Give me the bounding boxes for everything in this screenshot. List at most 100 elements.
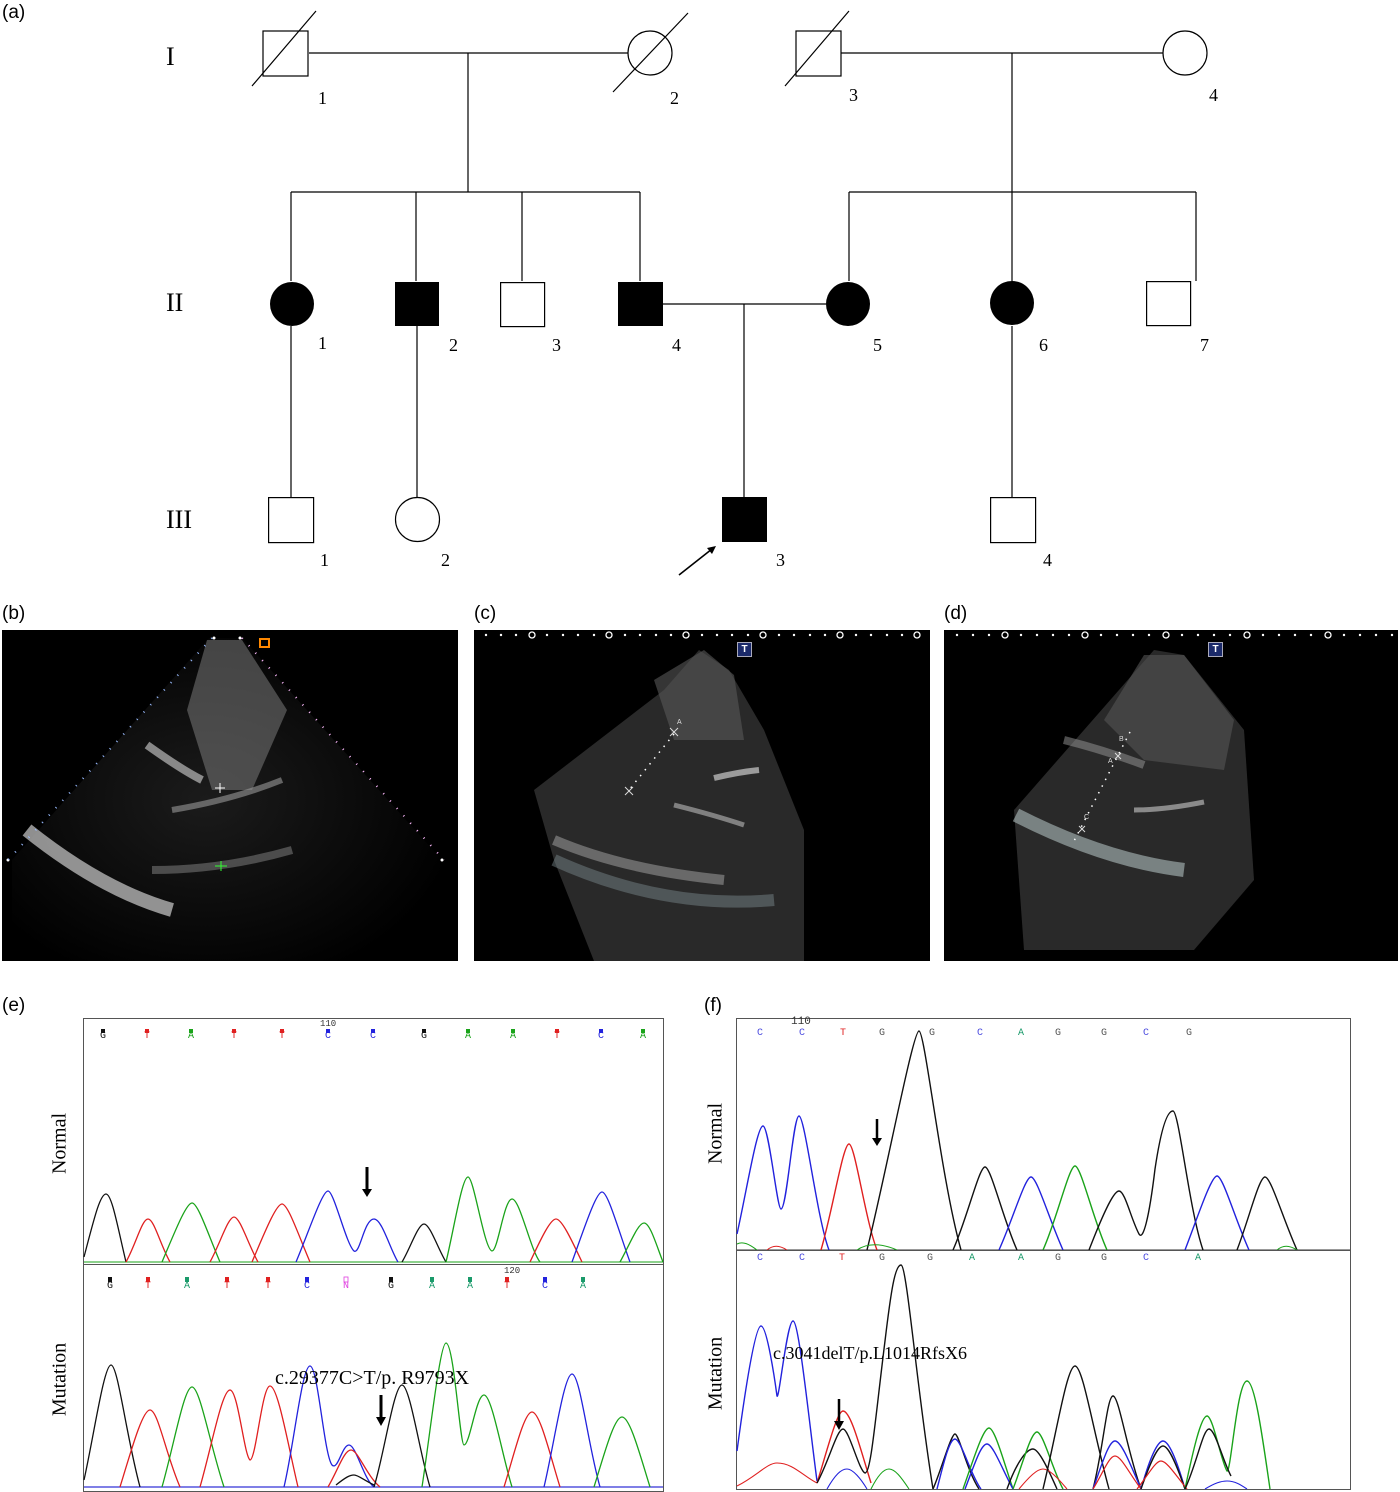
base-call: A xyxy=(187,1031,194,1042)
row-label-normal: Normal xyxy=(48,1112,71,1175)
row-label-mutation: Mutation xyxy=(48,1342,71,1417)
individual-label: 2 xyxy=(449,335,458,355)
base-call: T xyxy=(144,1281,151,1292)
panel-label-e: (e) xyxy=(2,995,26,1016)
base-call: T xyxy=(553,1031,560,1042)
individual-label: 4 xyxy=(1043,550,1052,570)
transducer-marker-icon: T xyxy=(737,642,752,657)
individual-label: 4 xyxy=(672,335,681,355)
individual-III-2 xyxy=(394,496,441,543)
individual-label: 3 xyxy=(776,550,785,570)
individual-label: 4 xyxy=(1209,85,1218,105)
individual-II-5 xyxy=(826,282,870,326)
individual-label: 7 xyxy=(1200,335,1209,355)
base-call: G xyxy=(387,1281,394,1292)
individual-II-6 xyxy=(990,281,1034,325)
individual-label: 3 xyxy=(552,335,561,355)
row-label-normal: Normal xyxy=(704,1102,727,1165)
base-position: 110 xyxy=(320,1019,337,1029)
base-call: A xyxy=(579,1281,586,1292)
base-call: N xyxy=(342,1281,349,1292)
base-call: G xyxy=(878,1028,885,1039)
base-call: T xyxy=(264,1281,271,1292)
panel-label-a: (a) xyxy=(2,2,26,23)
base-call: C xyxy=(976,1028,983,1039)
generation-label-II: II xyxy=(166,288,184,317)
base-position: 110 xyxy=(791,1016,811,1028)
caliper-label-b: B xyxy=(1119,736,1124,743)
individual-I-1 xyxy=(251,10,317,87)
panel-label-b: (b) xyxy=(2,603,26,624)
individual-label: 2 xyxy=(441,550,450,570)
generation-label-I: I xyxy=(166,42,175,71)
base-call: C xyxy=(798,1253,805,1264)
base-call: T xyxy=(143,1031,150,1042)
base-call: G xyxy=(99,1031,106,1042)
chromatogram-e-normal: 110 xyxy=(83,1018,664,1266)
base-call: G xyxy=(1100,1028,1107,1039)
individual-I-2 xyxy=(612,12,689,93)
individual-III-4 xyxy=(990,497,1037,544)
individual-II-1 xyxy=(270,282,314,326)
individual-label: 1 xyxy=(318,333,327,353)
base-call: G xyxy=(106,1281,113,1292)
base-call: A xyxy=(1194,1253,1201,1264)
echocardiogram-b xyxy=(2,630,458,961)
base-call: G xyxy=(1185,1028,1192,1039)
base-call: T xyxy=(839,1028,846,1039)
individual-label: 6 xyxy=(1039,335,1048,355)
individual-label: 3 xyxy=(849,85,858,105)
base-call: C xyxy=(369,1031,376,1042)
base-call: T xyxy=(223,1281,230,1292)
individual-III-3-proband xyxy=(722,497,767,542)
base-call: C xyxy=(541,1281,548,1292)
individual-label: 1 xyxy=(320,550,329,570)
individual-II-3 xyxy=(500,282,546,328)
individual-II-7 xyxy=(1146,281,1192,327)
base-call: A xyxy=(1017,1028,1024,1039)
base-call: C xyxy=(597,1031,604,1042)
base-call: A xyxy=(509,1031,516,1042)
pedigree-chart xyxy=(290,52,1197,497)
base-call: C xyxy=(756,1028,763,1039)
caliper-label-a: A xyxy=(1108,758,1113,765)
individual-I-4 xyxy=(1162,30,1208,76)
panel-label-d: (d) xyxy=(944,603,968,624)
base-call: G xyxy=(1054,1253,1061,1264)
panel-label-f: (f) xyxy=(704,995,722,1016)
base-call: C xyxy=(798,1028,805,1039)
base-call: G xyxy=(928,1028,935,1039)
generation-label-III: III xyxy=(166,505,192,534)
panel-label-c: (c) xyxy=(474,603,497,624)
depth-scale xyxy=(484,631,921,639)
individual-label: 5 xyxy=(873,335,882,355)
base-call: T xyxy=(278,1031,285,1042)
base-call-markers xyxy=(101,1029,645,1033)
base-call: G xyxy=(1054,1028,1061,1039)
echocardiogram-c: A T xyxy=(474,630,930,961)
proband-arrow-icon xyxy=(678,546,716,576)
echocardiogram-d: B A C T xyxy=(944,630,1398,961)
mutation-annotation: c.3041delT/p.L1014RfsX6 xyxy=(773,1343,967,1363)
caliper-label-c: C xyxy=(1084,814,1090,821)
base-call: A xyxy=(968,1253,975,1264)
mutation-annotation: c.29377C>T/p. R9793X xyxy=(275,1367,470,1389)
base-call-markers xyxy=(108,1276,585,1283)
chromatogram-f-normal: 110 xyxy=(736,1016,1351,1251)
base-call: T xyxy=(838,1253,845,1264)
base-call: A xyxy=(428,1281,435,1292)
transducer-marker-icon: T xyxy=(1208,642,1223,657)
base-call: A xyxy=(639,1031,646,1042)
base-call: T xyxy=(503,1281,510,1292)
base-call: C xyxy=(303,1281,310,1292)
base-call: A xyxy=(466,1281,473,1292)
chromatogram-f-mutation: c.3041delT/p.L1014RfsX6 xyxy=(736,1250,1351,1490)
individual-III-1 xyxy=(268,497,315,544)
individual-II-4 xyxy=(618,282,663,326)
individual-II-2 xyxy=(395,282,439,326)
individual-I-3 xyxy=(784,10,850,87)
base-call: G xyxy=(420,1031,427,1042)
row-label-mutation: Mutation xyxy=(704,1336,727,1411)
base-call: C xyxy=(756,1253,763,1264)
base-call: G xyxy=(878,1253,885,1264)
